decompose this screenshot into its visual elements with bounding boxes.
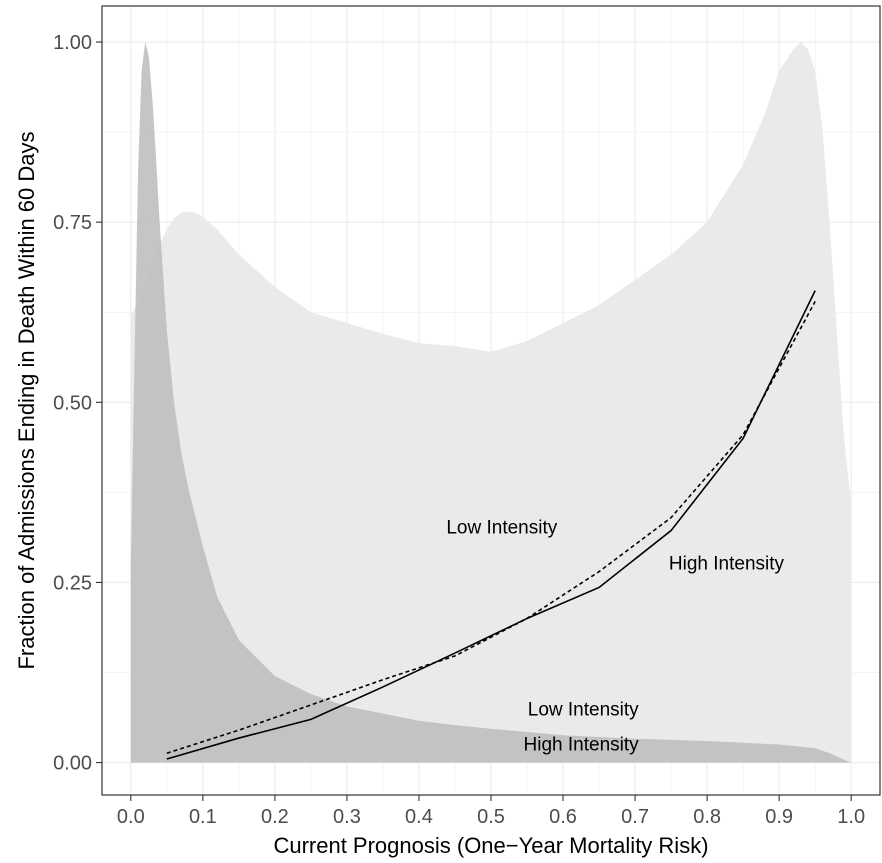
axis-ticks: 0.0 0.1 0.2 0.3 0.4 0.5 0.6 0.7 0.8 0.9 1.0 0.00 0.2… [53, 32, 865, 828]
annotations: Low Intensity High Intensity Low Intensity… [446, 517, 784, 755]
y-tick-label: 0.25 [53, 572, 92, 594]
series-lines [166, 290, 816, 760]
annotation-label: High Intensity [524, 734, 640, 755]
y-tick-label: 0.75 [53, 212, 92, 234]
x-tick-label: 0.1 [189, 806, 217, 828]
density-area-0 [130, 42, 852, 763]
x-tick-label: 0.5 [477, 806, 505, 828]
y-tick-label: 1.00 [53, 32, 92, 54]
y-tick-label: 0.00 [53, 753, 92, 775]
annotation-label: High Intensity [669, 553, 785, 574]
series-line-1 [166, 290, 816, 760]
series-line-0 [166, 301, 816, 754]
x-axis-title: Current Prognosis (One−Year Mortality Ri… [273, 833, 708, 858]
x-tick-label: 0.0 [117, 806, 145, 828]
annotation-label: Low Intensity [528, 700, 639, 721]
density-area-1 [130, 42, 852, 763]
x-tick-label: 0.7 [621, 806, 649, 828]
x-tick-label: 0.8 [693, 806, 721, 828]
y-axis-title: Fraction of Admissions Ending in Death W… [14, 131, 39, 669]
x-tick-label: 0.3 [333, 806, 361, 828]
y-tick-label: 0.50 [53, 392, 92, 414]
x-tick-label: 0.2 [261, 806, 289, 828]
x-tick-label: 0.6 [549, 806, 577, 828]
density-areas [130, 42, 852, 763]
annotation-label: Low Intensity [446, 517, 557, 538]
x-tick-label: 0.9 [765, 806, 793, 828]
x-tick-label: 1.0 [837, 806, 865, 828]
x-tick-label: 0.4 [405, 806, 433, 828]
